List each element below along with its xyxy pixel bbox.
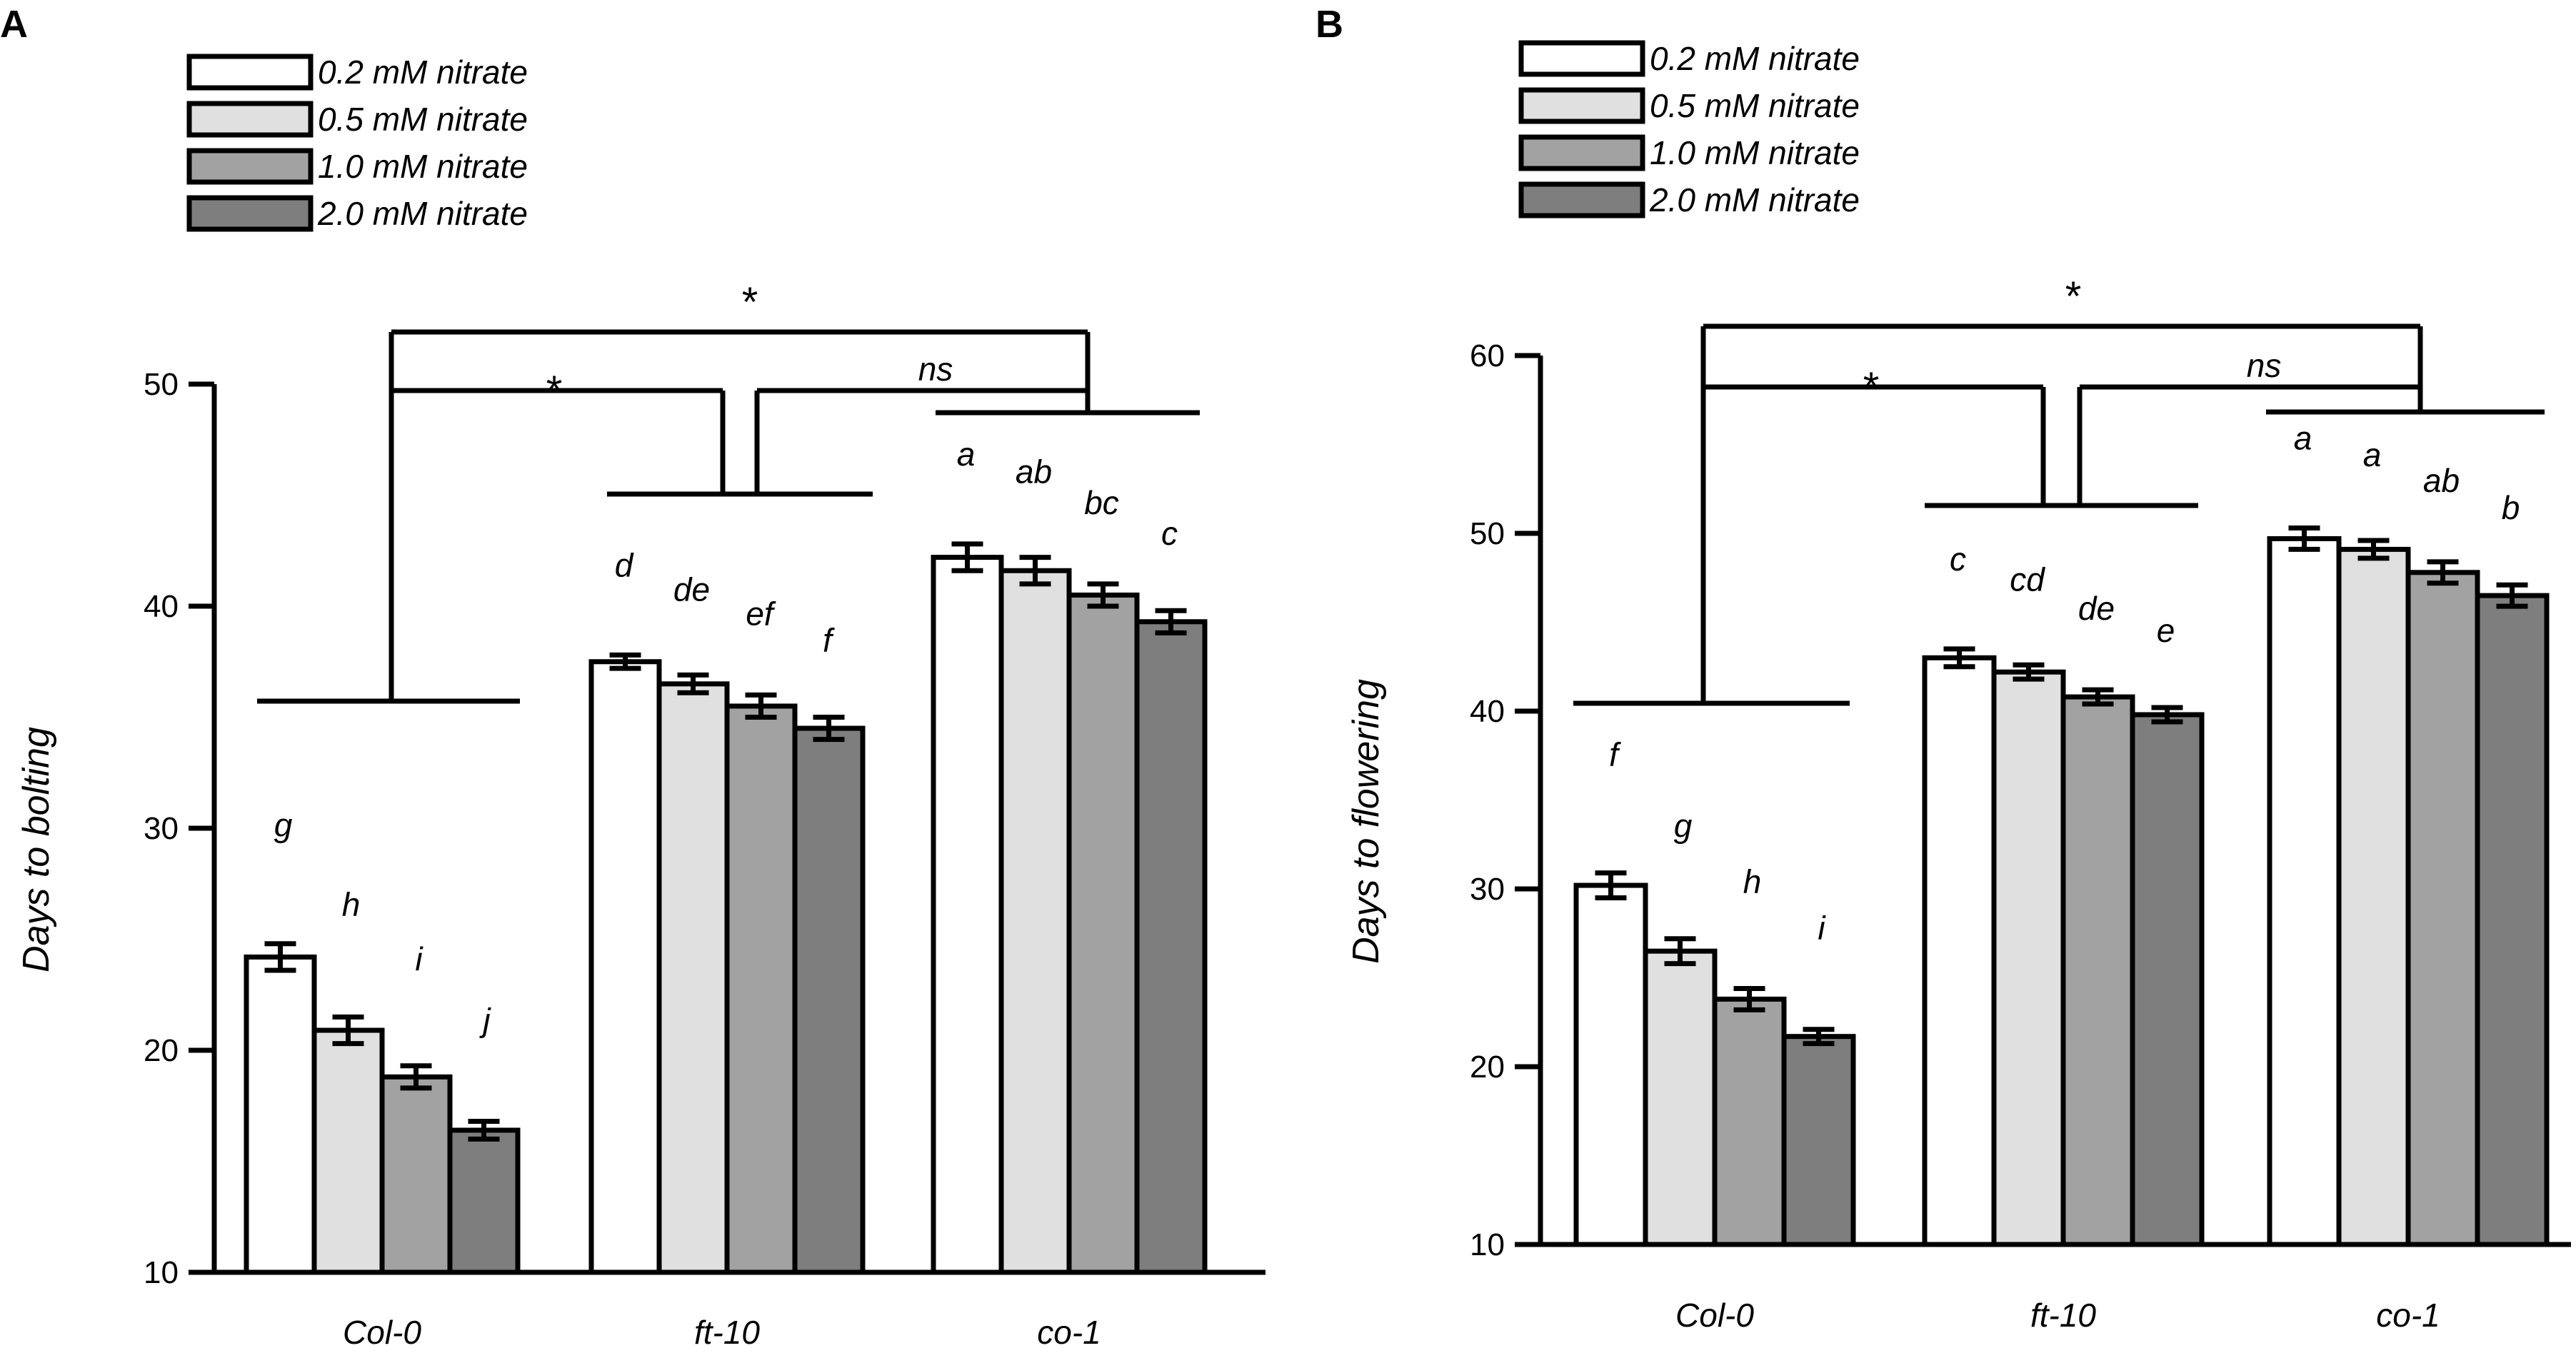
panel-b-legend-label-3: 1.0 mM nitrate bbox=[1650, 134, 1860, 171]
panel-b: B 0.2 mM nitrate 0.5 mM nitrate 1.0 mM nitr… bbox=[1315, 3, 2571, 1334]
panel-b-sig-letter-ft-10-4: e bbox=[2157, 612, 2175, 649]
panel-a-legend-swatch-3 bbox=[186, 148, 314, 185]
panel-a-sig-letter-ft-10-2: de bbox=[673, 570, 710, 608]
panel-a-legend-swatch-1 bbox=[186, 54, 314, 91]
panel-a-sig-letter-ft-10-3: ef bbox=[746, 595, 776, 632]
panel-a-bar-co-1-1 bbox=[931, 555, 1004, 1275]
panel-b-bar-co-1-3 bbox=[2405, 570, 2480, 1247]
panel-b-legend-swatch-3 bbox=[1518, 134, 1645, 171]
panel-a-bar-col-0-1 bbox=[244, 954, 317, 1275]
panel-a-y-tick-label-30: 30 bbox=[144, 811, 179, 846]
panel-b-y-tick-label-30: 30 bbox=[1470, 872, 1505, 907]
panel-a-bar-col-0-4 bbox=[447, 1127, 521, 1275]
panel-a-legend-label-2: 0.5 mM nitrate bbox=[318, 101, 528, 138]
panel-b-sig-letter-ft-10-3: de bbox=[2078, 590, 2115, 627]
panel-b-sig-letter-ft-10-2: cd bbox=[2010, 560, 2045, 598]
panel-a-bar-ft-10-3 bbox=[724, 703, 798, 1275]
panel-b-sig-letter-col-0-1: f bbox=[1609, 736, 1621, 773]
panel-b-legend-label-1: 0.2 mM nitrate bbox=[1650, 40, 1860, 77]
panel-b-sig-letter-col-0-4: i bbox=[1818, 910, 1826, 947]
panel-a-legend-label-1: 0.2 mM nitrate bbox=[318, 54, 528, 91]
panel-b-sig-letter-co-1-2: a bbox=[2363, 436, 2382, 473]
panel-b-bar-ft-10-1 bbox=[1922, 655, 1997, 1247]
panel-b-bar-col-0-1 bbox=[1573, 882, 1648, 1247]
panel-b-y-tick-label-60: 60 bbox=[1470, 338, 1505, 373]
panel-a-sig-letter-co-1-3: bc bbox=[1084, 484, 1119, 521]
panel-b-sig-letter-co-1-3: ab bbox=[2423, 462, 2460, 499]
panel-a-bracket-outer-label: * bbox=[742, 279, 758, 326]
panel-b-y-axis-label: Days to flowering bbox=[1345, 679, 1387, 964]
panel-b-bar-ft-10-3 bbox=[2060, 694, 2135, 1247]
panel-a-category-label-col-0: Col-0 bbox=[343, 1314, 421, 1351]
panel-b-letter: B bbox=[1315, 3, 1343, 46]
panel-b-bracket-left-label: * bbox=[1863, 364, 1880, 411]
panel-b-sig-letter-col-0-2: g bbox=[1674, 808, 1693, 845]
panel-a-sig-letter-col-0-4: j bbox=[478, 1002, 491, 1039]
panel-b-bar-col-0-2 bbox=[1643, 948, 1718, 1247]
panel-a-y-tick-label-20: 20 bbox=[144, 1033, 179, 1068]
panel-b-y-tick-label-50: 50 bbox=[1470, 516, 1505, 551]
panel-a-bracket-left-label: * bbox=[546, 368, 563, 414]
panel-b-y-tick-label-10: 10 bbox=[1470, 1227, 1505, 1262]
panel-b-legend-swatch-2 bbox=[1518, 87, 1645, 124]
panel-a-legend-label-4: 2.0 mM nitrate bbox=[317, 195, 528, 232]
panel-b-legend-label-4: 2.0 mM nitrate bbox=[1649, 181, 1860, 218]
panel-b-sig-letter-ft-10-1: c bbox=[1950, 540, 1966, 578]
panel-b-sig-letter-col-0-3: h bbox=[1743, 862, 1762, 900]
panel-b-bar-co-1-4 bbox=[2475, 593, 2550, 1247]
panel-b-legend-label-2: 0.5 mM nitrate bbox=[1650, 87, 1860, 124]
panel-a-sig-letter-ft-10-4: f bbox=[823, 622, 835, 659]
panel-a-bar-col-0-2 bbox=[311, 1027, 385, 1275]
panel-a-bar-co-1-4 bbox=[1134, 619, 1208, 1275]
panel-b-legend-swatch-4 bbox=[1518, 181, 1645, 218]
panel-b-bar-ft-10-2 bbox=[1991, 669, 2066, 1247]
panel-b-category-label-ft-10: ft-10 bbox=[2030, 1297, 2096, 1334]
panel-a-sig-letter-ft-10-1: d bbox=[615, 546, 634, 583]
panel-b-y-tick-label-20: 20 bbox=[1470, 1050, 1505, 1085]
panel-a-category-label-ft-10: ft-10 bbox=[694, 1314, 760, 1351]
panel-a-y-tick-label-50: 50 bbox=[144, 367, 179, 402]
panel-b-sig-letter-co-1-1: a bbox=[2294, 420, 2312, 457]
panel-a-bar-co-1-3 bbox=[1066, 592, 1140, 1275]
panel-b-category-label-col-0: Col-0 bbox=[1675, 1297, 1754, 1334]
panel-a-letter: A bbox=[0, 3, 28, 46]
panel-b-bar-ft-10-4 bbox=[2130, 712, 2205, 1247]
panel-a-bar-co-1-2 bbox=[998, 568, 1072, 1275]
panel-a-legend-label-3: 1.0 mM nitrate bbox=[318, 148, 528, 185]
panel-a-bar-ft-10-1 bbox=[588, 659, 662, 1275]
panel-a-bar-col-0-3 bbox=[379, 1074, 453, 1275]
panel-b-y-tick-label-40: 40 bbox=[1470, 694, 1505, 729]
panel-a-legend-swatch-4 bbox=[186, 195, 314, 232]
panel-a-bracket-right-label: ns bbox=[918, 351, 953, 388]
panel-a-sig-letter-co-1-2: ab bbox=[1016, 453, 1052, 491]
panel-a-y-tick-label-10: 10 bbox=[144, 1255, 179, 1290]
panel-b-bracket-outer-label: * bbox=[2065, 273, 2082, 320]
panel-b-category-label-co-1: co-1 bbox=[2376, 1297, 2440, 1334]
panel-a-sig-letter-col-0-2: h bbox=[342, 885, 361, 922]
panel-b-bar-co-1-1 bbox=[2267, 535, 2342, 1247]
panel-b-bar-co-1-2 bbox=[2336, 546, 2411, 1247]
panel-b-bracket-right-label: ns bbox=[2247, 347, 2282, 384]
panel-a-sig-letter-co-1-1: a bbox=[957, 436, 976, 473]
panel-b-bar-col-0-3 bbox=[1712, 996, 1787, 1247]
panel-a-bar-ft-10-2 bbox=[656, 681, 730, 1275]
panel-b-bar-col-0-4 bbox=[1781, 1034, 1856, 1247]
panel-a-bar-ft-10-4 bbox=[792, 725, 866, 1275]
panel-a-legend-swatch-2 bbox=[186, 101, 314, 138]
panel-a-sig-letter-co-1-4: c bbox=[1161, 515, 1178, 552]
panel-a-category-label-co-1: co-1 bbox=[1037, 1314, 1101, 1351]
panel-a: A 0.2 mM nitrate 0.5 mM nitrate 1.0 mM nitr… bbox=[0, 3, 1266, 1351]
panel-a-y-tick-label-40: 40 bbox=[144, 589, 179, 624]
panel-a-sig-letter-col-0-1: g bbox=[274, 807, 293, 844]
panel-a-sig-letter-col-0-3: i bbox=[415, 940, 424, 977]
panel-b-sig-letter-co-1-4: b bbox=[2502, 489, 2520, 526]
panel-a-y-axis-label: Days to bolting bbox=[16, 727, 57, 972]
panel-b-legend-swatch-1 bbox=[1518, 40, 1645, 77]
